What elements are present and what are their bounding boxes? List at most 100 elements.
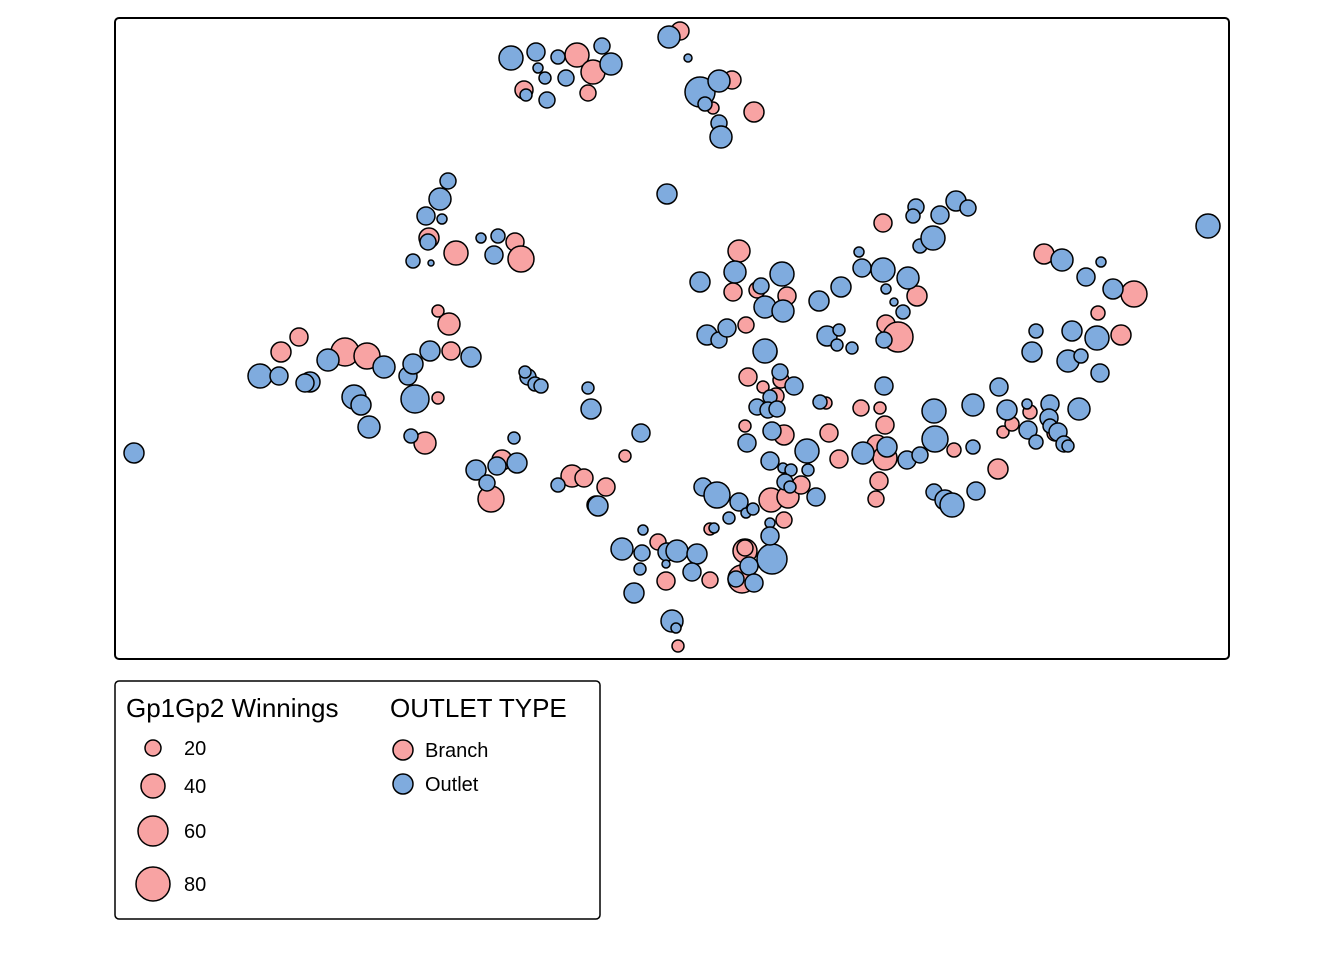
- point-outlet: [771, 299, 795, 323]
- point-outlet: [1028, 323, 1044, 339]
- point-outlet: [808, 290, 830, 312]
- point-outlet: [1028, 434, 1044, 450]
- point-outlet: [874, 376, 894, 396]
- point-outlet: [1021, 341, 1043, 363]
- point-outlet: [637, 524, 649, 536]
- point-outlet: [1021, 398, 1033, 410]
- point-outlet: [911, 446, 929, 464]
- point-branch: [873, 213, 893, 233]
- size-legend-symbol: [135, 866, 171, 902]
- point-branch: [875, 415, 895, 435]
- point-outlet: [760, 526, 780, 546]
- point-outlet: [875, 331, 893, 349]
- point-branch: [743, 101, 765, 123]
- point-outlet: [295, 373, 315, 393]
- point-outlet: [550, 49, 566, 65]
- legend-box: [114, 680, 601, 920]
- point-outlet: [794, 438, 820, 464]
- point-branch: [574, 468, 594, 488]
- point-outlet: [744, 573, 764, 593]
- point-branch: [596, 477, 616, 497]
- point-outlet: [682, 562, 702, 582]
- point-outlet: [830, 276, 852, 298]
- point-outlet: [580, 398, 602, 420]
- point-branch: [507, 245, 535, 273]
- point-outlet: [880, 283, 892, 295]
- point-outlet: [550, 477, 566, 493]
- point-outlet: [316, 348, 340, 372]
- point-outlet: [439, 172, 457, 190]
- size-legend-symbol: [140, 773, 166, 799]
- point-outlet: [845, 341, 859, 355]
- point-outlet: [484, 245, 504, 265]
- point-outlet: [1067, 397, 1091, 421]
- point-outlet: [623, 582, 645, 604]
- point-branch: [437, 312, 461, 336]
- point-outlet: [490, 228, 506, 244]
- point-outlet: [1076, 267, 1096, 287]
- point-outlet: [533, 378, 549, 394]
- point-outlet: [905, 208, 921, 224]
- point-outlet: [1195, 213, 1221, 239]
- point-branch: [869, 471, 889, 491]
- point-outlet: [752, 338, 778, 364]
- point-outlet: [269, 366, 289, 386]
- point-outlet: [507, 431, 521, 445]
- color-legend-label-outlet: Outlet: [425, 774, 479, 796]
- point-outlet: [518, 365, 532, 379]
- point-outlet: [465, 459, 487, 481]
- point-outlet: [372, 355, 396, 379]
- point-outlet: [852, 258, 872, 278]
- point-branch: [736, 539, 754, 557]
- point-outlet: [538, 91, 556, 109]
- point-outlet: [665, 539, 689, 563]
- point-outlet: [727, 570, 745, 588]
- point-branch: [987, 458, 1009, 480]
- point-branch: [723, 282, 743, 302]
- point-outlet: [921, 425, 949, 453]
- point-branch: [443, 240, 469, 266]
- size-legend-title: Gp1Gp2 Winnings: [126, 693, 338, 723]
- point-branch: [873, 401, 887, 415]
- size-legend-label: 40: [184, 776, 206, 798]
- point-outlet: [896, 266, 920, 290]
- point-branch: [701, 571, 719, 589]
- point-branch: [656, 571, 676, 591]
- point-outlet: [851, 441, 875, 465]
- point-outlet: [526, 42, 546, 62]
- point-branch: [946, 442, 962, 458]
- point-outlet: [895, 304, 911, 320]
- point-outlet: [689, 271, 711, 293]
- point-outlet: [403, 428, 419, 444]
- point-outlet: [657, 25, 681, 49]
- point-branch: [737, 316, 755, 334]
- point-branch: [431, 304, 445, 318]
- point-branch: [431, 391, 445, 405]
- point-outlet: [784, 376, 804, 396]
- point-outlet: [996, 399, 1018, 421]
- point-outlet: [686, 543, 708, 565]
- point-branch: [1110, 324, 1132, 346]
- point-outlet: [989, 377, 1009, 397]
- point-branch: [906, 285, 928, 307]
- point-branch: [579, 84, 597, 102]
- point-outlet: [752, 277, 770, 295]
- point-outlet: [419, 340, 441, 362]
- color-legend-swatch-outlet: [392, 773, 414, 795]
- point-branch: [1120, 280, 1148, 308]
- point-outlet: [593, 37, 611, 55]
- point-outlet: [1061, 320, 1083, 342]
- point-branch: [727, 239, 751, 263]
- point-outlet: [519, 88, 533, 102]
- point-outlet: [729, 492, 749, 512]
- point-outlet: [506, 452, 528, 474]
- point-outlet: [939, 492, 965, 518]
- point-branch: [270, 341, 292, 363]
- point-outlet: [1095, 256, 1107, 268]
- point-branch: [829, 449, 849, 469]
- point-outlet: [812, 394, 828, 410]
- point-outlet: [247, 363, 273, 389]
- size-legend-label: 60: [184, 821, 206, 843]
- point-outlet: [870, 257, 896, 283]
- point-outlet: [756, 543, 788, 575]
